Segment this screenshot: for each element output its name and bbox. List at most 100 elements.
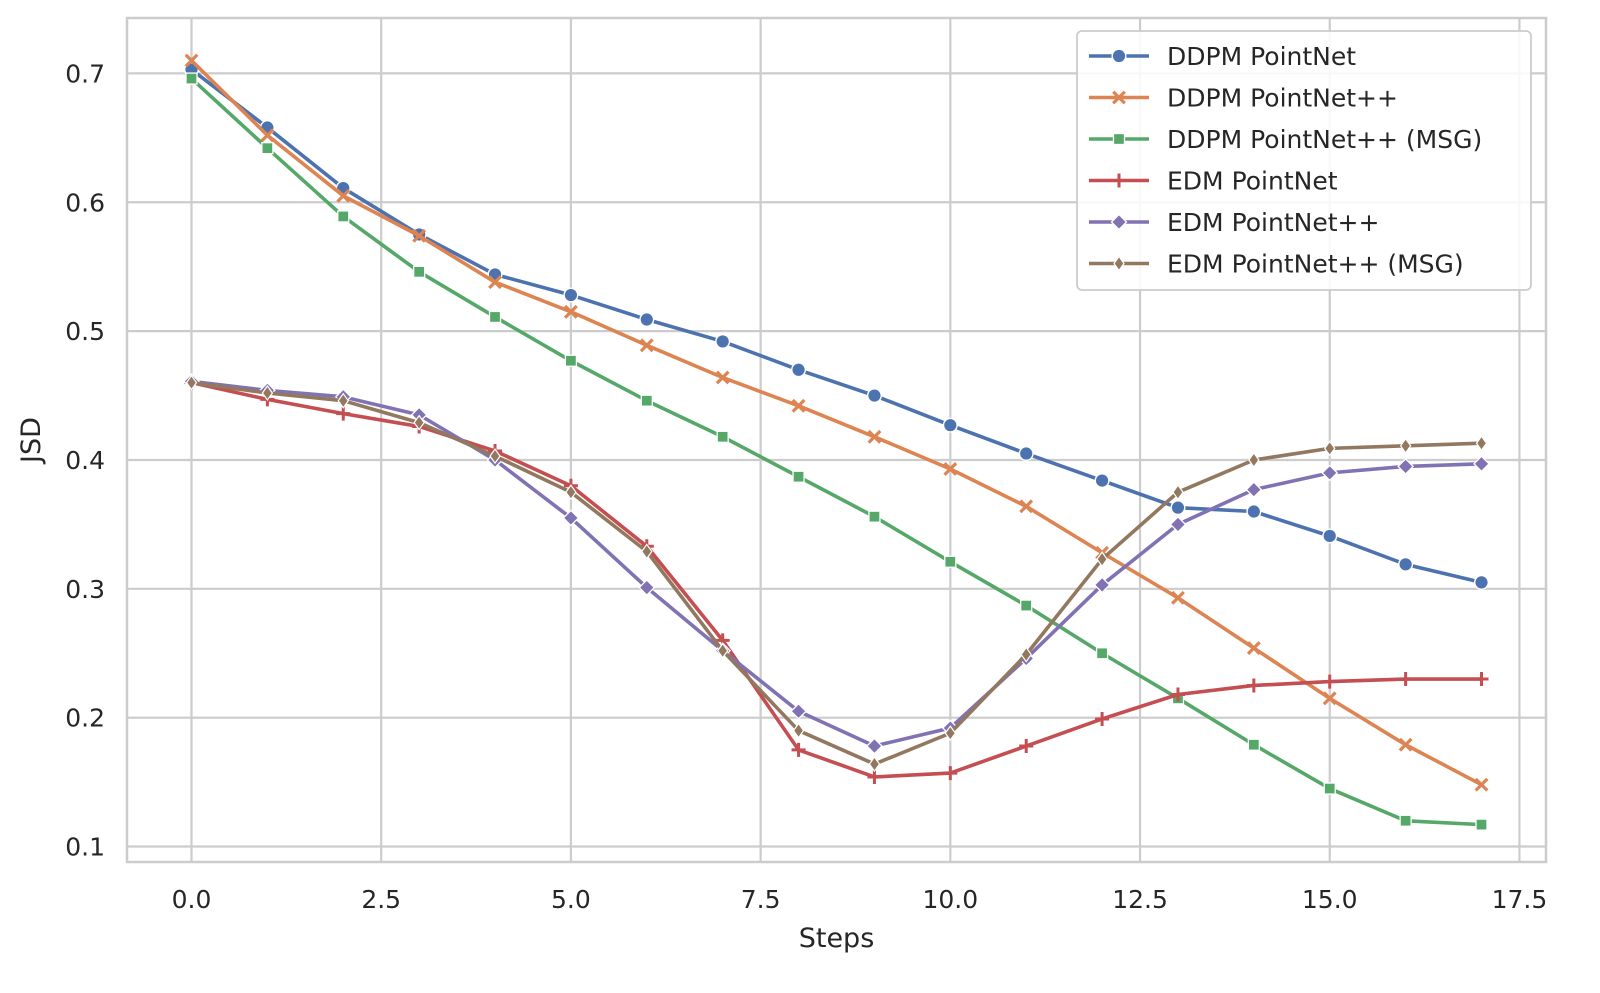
data-point [1248, 451, 1260, 469]
y-tick-label: 0.4 [65, 446, 105, 475]
data-point [185, 374, 198, 391]
data-point [1020, 646, 1032, 663]
data-point [1398, 556, 1414, 572]
data-point [1323, 782, 1336, 795]
data-point [412, 265, 426, 278]
data-point [1019, 739, 1034, 754]
data-point [790, 702, 807, 720]
data-point [1399, 814, 1412, 827]
data-point [639, 312, 655, 328]
legend-entry: EDM PointNet [1089, 167, 1338, 196]
data-point [943, 462, 958, 476]
y-tick-label: 0.1 [65, 833, 105, 862]
legend-entry: DDPM PointNet++ [1089, 84, 1398, 113]
data-point [866, 737, 883, 755]
data-point [638, 579, 656, 596]
data-point [1170, 687, 1185, 702]
data-point [944, 725, 957, 742]
data-point [942, 417, 958, 433]
series-line [189, 380, 1484, 766]
data-point [791, 362, 807, 378]
data-point [1474, 777, 1489, 792]
x-axis: 0.0 2.5 5.0 7.5 10.0 12.5 15.0 17.5 [172, 885, 1548, 914]
data-point [1018, 446, 1034, 462]
data-point [716, 430, 729, 443]
x-tick-label: 2.5 [361, 885, 401, 914]
data-point [867, 769, 882, 784]
legend-marker [1111, 48, 1127, 64]
data-point [1473, 574, 1489, 590]
y-axis-label: JSD [16, 417, 47, 465]
legend-entry: DDPM PointNet++ (MSG) [1089, 125, 1482, 154]
data-point [562, 509, 580, 527]
data-point [1171, 590, 1185, 605]
series-line [189, 76, 1484, 827]
data-point [1019, 499, 1034, 514]
legend-label: DDPM PointNet [1167, 42, 1356, 71]
data-point [1245, 481, 1263, 499]
data-point [1093, 576, 1111, 594]
data-point [1246, 504, 1262, 520]
data-point [868, 756, 881, 773]
data-point [185, 72, 198, 85]
legend-marker [1112, 90, 1126, 105]
data-point [489, 448, 501, 465]
legend-entry: EDM PointNet++ [1089, 208, 1379, 237]
legend-label: DDPM PointNet++ (MSG) [1167, 125, 1482, 154]
series-1 [184, 53, 1489, 792]
x-tick-label: 10.0 [922, 885, 978, 914]
data-point [1020, 599, 1033, 612]
y-tick-label: 0.7 [65, 59, 105, 88]
x-axis-label: Steps [799, 923, 875, 954]
data-point [791, 398, 806, 413]
data-point [336, 406, 351, 421]
data-point [792, 722, 805, 739]
data-point [1172, 484, 1184, 501]
data-point [1322, 674, 1337, 689]
data-point [1473, 455, 1490, 473]
y-tick-label: 0.5 [65, 317, 105, 346]
data-point [1246, 678, 1261, 693]
data-point [413, 414, 425, 431]
series-line [189, 380, 1484, 779]
data-point [1475, 435, 1488, 452]
x-tick-label: 15.0 [1302, 885, 1358, 914]
data-point [640, 394, 653, 407]
series-layer [183, 53, 1490, 831]
legend-entry: DDPM PointNet [1089, 42, 1356, 71]
data-point [1095, 711, 1110, 726]
data-point [337, 210, 350, 223]
legend-marker [1110, 213, 1128, 231]
series-2 [185, 72, 1488, 831]
data-point [715, 370, 730, 385]
data-point [1398, 737, 1413, 752]
data-point [1246, 641, 1261, 656]
y-tick-label: 0.2 [65, 704, 105, 733]
series-line [189, 67, 1484, 585]
data-point [412, 228, 427, 243]
y-tick-label: 0.6 [65, 188, 105, 217]
data-point [564, 354, 578, 367]
x-tick-label: 17.5 [1492, 885, 1548, 914]
data-point [563, 304, 578, 319]
series-5 [185, 374, 1488, 773]
data-point [791, 742, 806, 757]
data-point [1475, 818, 1488, 831]
data-point [488, 310, 502, 324]
x-tick-label: 7.5 [741, 885, 781, 914]
data-point [565, 484, 577, 501]
data-point [1474, 672, 1489, 687]
data-point [1399, 437, 1412, 454]
data-point [1323, 440, 1336, 457]
data-point [943, 766, 958, 781]
data-point [261, 141, 274, 155]
legend-label: EDM PointNet [1167, 167, 1338, 196]
legend-label: EDM PointNet++ [1167, 208, 1379, 237]
plot-frame [125, 16, 1548, 864]
data-point [1321, 464, 1339, 482]
x-tick-label: 5.0 [551, 885, 591, 914]
data-point [1397, 457, 1415, 475]
data-point [337, 392, 350, 409]
y-axis: 0.1 0.2 0.3 0.4 0.5 0.6 0.7 [65, 59, 105, 861]
